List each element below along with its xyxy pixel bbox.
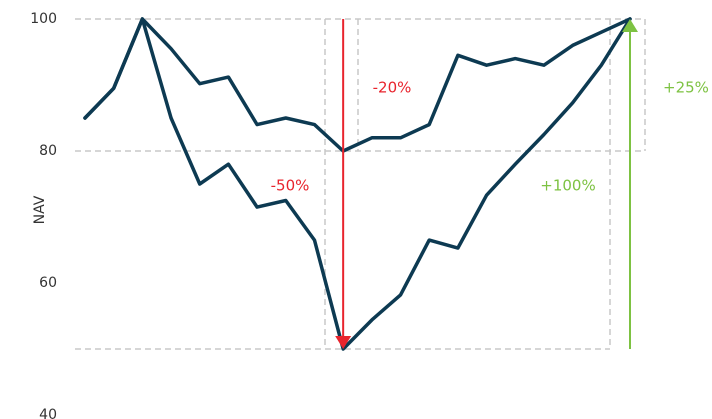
annotation: +25% [663, 79, 709, 97]
y-tick-label: 40 [39, 407, 57, 419]
y-tick-label: 80 [39, 143, 57, 159]
annotation: -50% [271, 177, 310, 195]
annotation: +100% [540, 177, 595, 195]
arrow-head [335, 336, 352, 349]
data-line [83, 17, 632, 351]
y-axis-title: NAV [32, 195, 48, 224]
data-line [83, 17, 632, 153]
y-tick-label: 60 [39, 275, 57, 291]
y-tick-label: 100 [30, 11, 57, 27]
arrow-head [622, 19, 638, 32]
annotation: -20% [373, 79, 412, 97]
